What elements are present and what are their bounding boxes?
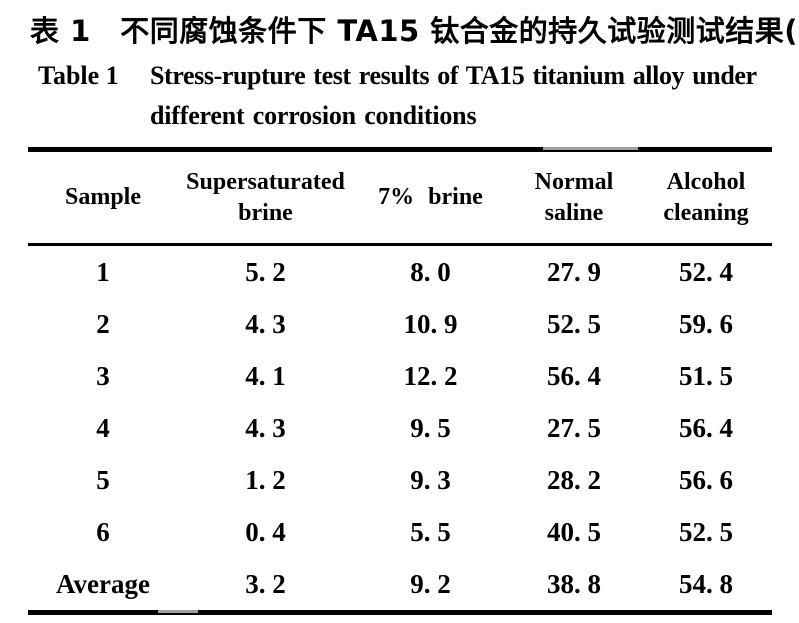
cell-sample: 2: [96, 308, 110, 339]
cell-normal-saline: 27. 5: [547, 412, 601, 443]
header-line: 7% brine: [378, 184, 483, 210]
table-row-average: Average 3. 2 9. 2 38. 8 54. 8: [28, 558, 772, 613]
header-line: brine: [238, 199, 293, 226]
column-header-sample: Sample: [28, 150, 178, 245]
cell-alcohol-cleaning: 51. 5: [679, 360, 733, 391]
cell-normal-saline: 38. 8: [547, 568, 601, 599]
cell-supersaturated-brine: 1. 2: [245, 464, 286, 495]
header-line: cleaning: [663, 199, 749, 226]
cell-7-percent-brine: 5. 5: [410, 516, 451, 547]
cell-normal-saline: 27. 9: [547, 256, 601, 287]
cell-normal-saline: 56. 4: [547, 360, 601, 391]
cell-7-percent-brine: 9. 2: [410, 568, 451, 599]
header-line: Supersaturated: [186, 168, 345, 195]
cell-alcohol-cleaning: 59. 6: [679, 308, 733, 339]
cell-supersaturated-brine: 4. 1: [245, 360, 286, 391]
cell-7-percent-brine: 9. 3: [410, 464, 451, 495]
cell-supersaturated-brine: 5. 2: [245, 256, 286, 287]
header-line: Normal: [534, 168, 614, 195]
table-row: 3 4. 1 12. 2 56. 4 51. 5: [28, 350, 772, 402]
column-header-alcohol-cleaning: Alcohol cleaning: [640, 150, 772, 245]
table-row: 1 5. 2 8. 0 27. 9 52. 4: [28, 245, 772, 299]
scan-artifact-bottom-rule: [158, 610, 198, 613]
cell-7-percent-brine: 12. 2: [403, 360, 458, 391]
cell-supersaturated-brine: 4. 3: [245, 412, 286, 443]
cell-alcohol-cleaning: 52. 5: [679, 516, 733, 547]
column-header-supersaturated-brine: Supersaturated brine: [178, 150, 353, 245]
header-line: saline: [544, 199, 604, 226]
cell-alcohol-cleaning: 54. 8: [679, 568, 733, 599]
cell-7-percent-brine: 8. 0: [410, 256, 451, 287]
table-row: 4 4. 3 9. 5 27. 5 56. 4: [28, 402, 772, 454]
column-header-normal-saline: Normal saline: [508, 150, 640, 245]
cell-normal-saline: 28. 2: [547, 464, 601, 495]
cell-normal-saline: 40. 5: [547, 516, 601, 547]
column-header-7-percent-brine: 7% brine: [353, 150, 508, 245]
cell-supersaturated-brine: 4. 3: [245, 308, 286, 339]
header-line: Alcohol: [666, 168, 746, 195]
cell-normal-saline: 52. 5: [547, 308, 601, 339]
cell-sample: Average: [56, 568, 150, 599]
scan-artifact-top-rule: [543, 147, 638, 150]
stress-rupture-results-table: Sample Supersaturated brine 7% brine Nor…: [28, 147, 772, 615]
table-caption-english-line1: Stress-rupture test results of TA15 tita…: [150, 61, 757, 90]
header-row: Sample Supersaturated brine 7% brine Nor…: [28, 150, 772, 245]
cell-supersaturated-brine: 0. 4: [245, 516, 286, 547]
table-caption-english-line2: different corrosion conditions: [150, 101, 477, 130]
cell-alcohol-cleaning: 56. 6: [679, 464, 733, 495]
cell-sample: 3: [96, 360, 110, 391]
cell-alcohol-cleaning: 56. 4: [679, 412, 733, 443]
table-row: 6 0. 4 5. 5 40. 5 52. 5: [28, 506, 772, 558]
cell-sample: 5: [96, 464, 110, 495]
header-line: Sample: [64, 184, 141, 210]
cell-7-percent-brine: 10. 9: [403, 308, 458, 339]
table-row: 5 1. 2 9. 3 28. 2 56. 6: [28, 454, 772, 506]
table-caption-chinese: 表 1 不同腐蚀条件下 TA15 钛合金的持久试验测试结果(h): [30, 14, 799, 48]
cell-7-percent-brine: 9. 5: [410, 412, 451, 443]
cell-sample: 6: [96, 516, 110, 547]
table-row: 2 4. 3 10. 9 52. 5 59. 6: [28, 298, 772, 350]
cell-sample: 4: [96, 412, 110, 443]
cell-alcohol-cleaning: 52. 4: [679, 256, 733, 287]
table-caption-english-label: Table 1: [38, 61, 119, 90]
cell-sample: 1: [96, 256, 110, 287]
cell-supersaturated-brine: 3. 2: [245, 568, 286, 599]
